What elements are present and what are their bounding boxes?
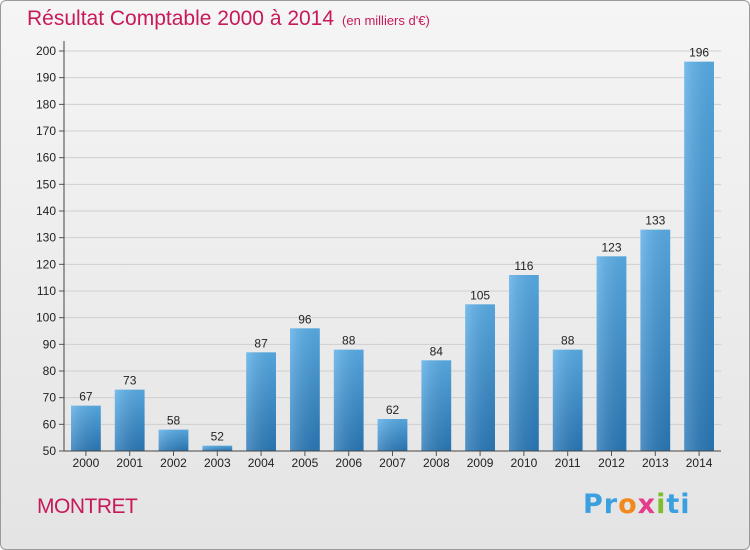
y-tick-label: 200: [36, 44, 56, 58]
y-tick-label: 150: [36, 177, 56, 191]
bar-shading: [552, 349, 583, 451]
x-tick-label: 2004: [248, 456, 275, 470]
bar-shading: [290, 328, 320, 451]
bar-value-label: 58: [167, 414, 181, 428]
y-tick-label: 60: [43, 417, 57, 431]
x-tick-label: 2005: [292, 456, 319, 470]
bar-value-label: 88: [342, 334, 356, 348]
bar-shading: [333, 349, 364, 451]
y-tick-label: 100: [36, 311, 56, 325]
bar-value-label: 96: [298, 312, 312, 326]
bar-shading: [465, 304, 495, 451]
bar-shading: [509, 275, 539, 451]
logo-part: i: [656, 489, 667, 520]
y-tick-label: 160: [36, 151, 56, 165]
bar-value-label: 116: [514, 259, 533, 273]
bar-value-label: 52: [211, 430, 225, 444]
bar-value-label: 196: [689, 46, 709, 60]
bar-shading: [71, 405, 101, 451]
x-tick-label: 2001: [116, 456, 143, 470]
bar-value-label: 84: [430, 344, 444, 358]
x-tick-label: 2007: [379, 456, 406, 470]
y-tick-label: 130: [36, 231, 56, 245]
chart-title: Résultat Comptable 2000 à 2014 (en millie…: [27, 7, 430, 31]
x-tick-label: 2008: [423, 456, 450, 470]
y-tick-label: 50: [43, 444, 57, 458]
y-tick-label: 70: [43, 391, 57, 405]
x-tick-label: 2012: [598, 456, 625, 470]
x-tick-label: 2003: [204, 456, 231, 470]
x-tick-label: 2010: [511, 456, 538, 470]
x-tick-label: 2002: [160, 456, 187, 470]
bar-value-label: 87: [254, 336, 268, 350]
bar-shading: [114, 389, 145, 451]
bar-value-label: 88: [561, 334, 575, 348]
logo-part: x: [637, 489, 657, 520]
bar-value-label: 105: [470, 288, 490, 302]
proxiti-logo: Proxiti: [583, 489, 691, 520]
x-tick-label: 2014: [686, 456, 713, 470]
bar-value-label: 62: [386, 403, 400, 417]
bar-shading: [640, 229, 671, 451]
bar-shading: [202, 445, 233, 451]
x-tick-label: 2006: [335, 456, 362, 470]
bar-value-label: 73: [123, 374, 137, 388]
bar-value-label: 123: [601, 240, 621, 254]
bar-shading: [246, 352, 276, 451]
bar-shading: [684, 61, 714, 452]
bar-shading: [421, 360, 452, 451]
x-tick-label: 2011: [555, 456, 581, 470]
chart-unit-note: (en milliers d'€): [342, 13, 430, 28]
y-tick-label: 170: [36, 124, 56, 138]
y-tick-label: 140: [36, 204, 56, 218]
logo-part: Pr: [583, 489, 619, 520]
bar-shading: [158, 429, 189, 451]
x-tick-label: 2000: [73, 456, 100, 470]
bar-value-label: 67: [79, 390, 93, 404]
y-tick-label: 120: [36, 257, 56, 271]
x-tick-label: 2013: [642, 456, 669, 470]
chart-title-text: Résultat Comptable 2000 à 2014: [27, 7, 335, 30]
y-tick-label: 80: [43, 364, 57, 378]
logo-part: o: [618, 489, 638, 520]
y-tick-label: 190: [36, 71, 56, 85]
bar-shading: [377, 419, 408, 451]
logo-part: ti: [666, 489, 691, 520]
bar-value-label: 133: [645, 214, 665, 228]
x-tick-label: 2009: [467, 456, 494, 470]
y-tick-label: 90: [43, 337, 57, 351]
y-tick-label: 180: [36, 97, 56, 111]
y-tick-label: 110: [37, 284, 56, 298]
commune-name: MONTRET: [37, 495, 138, 518]
bar-shading: [596, 256, 627, 451]
